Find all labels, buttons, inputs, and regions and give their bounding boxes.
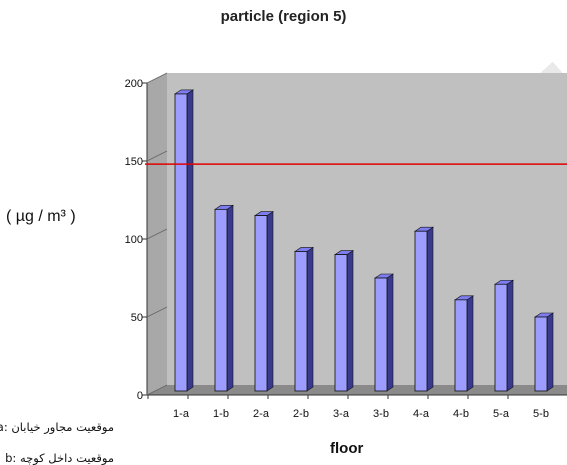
legend-note-b-text: موقعیت داخل کوچه: [19, 451, 114, 465]
x-tick-label-5-b: 5-b: [533, 408, 549, 420]
x-tick-label-1-a: 1-a: [173, 408, 190, 420]
x-tick-label-2-b: 2-b: [293, 408, 309, 420]
y-axis-label: ( µg / m³ ): [6, 208, 76, 225]
y-tick-depth-50: [146, 306, 168, 318]
x-tick-label-1-b: 1-b: [213, 408, 229, 420]
y-tick-label-200: 200: [125, 78, 143, 90]
legend-note-a-text: موقعیت مجاور خیابان: [11, 420, 114, 434]
bar-side-5-b: [546, 312, 554, 392]
x-tick-label-5-a: 5-a: [493, 408, 510, 420]
y-tick-label-0: 0: [137, 390, 143, 402]
legend-note-b: b: موقعیت داخل کوچه: [5, 451, 114, 465]
chart-title: particle (region 5): [220, 8, 347, 25]
y-tick-depth-150: [146, 150, 168, 162]
y-tick-depth-100: [146, 228, 168, 240]
bar-side-1-b: [226, 204, 234, 392]
legend-note-a-key: a: [0, 420, 4, 434]
y-tick-depth-200: [146, 72, 168, 84]
x-tick-label-3-a: 3-a: [333, 408, 350, 420]
bar-side-4-b: [466, 295, 474, 392]
x-tick-label-3-b: 3-b: [373, 408, 389, 420]
bar-3-a: [334, 254, 348, 392]
y-tick-label-50: 50: [131, 312, 143, 324]
x-tick-label-4-b: 4-b: [453, 408, 469, 420]
bar-1-b: [214, 208, 228, 392]
bar-4-a: [414, 230, 428, 392]
x-axis-label: floor: [330, 440, 364, 457]
x-tick-label-2-a: 2-a: [253, 408, 270, 420]
legend-note-a: a: موقعیت مجاور خیابان: [0, 420, 114, 434]
bar-side-2-a: [266, 211, 274, 392]
bar-3-b: [374, 277, 388, 392]
bar-2-b: [294, 251, 308, 392]
bar-side-3-b: [386, 273, 394, 392]
bar-2-a: [254, 215, 268, 392]
bar-side-3-a: [346, 250, 354, 392]
legend-note-b-key: b: [5, 451, 13, 465]
y-tick-label-150: 150: [125, 156, 143, 168]
bar-1-a: [174, 93, 188, 392]
bar-5-a: [494, 283, 508, 392]
bar-4-b: [454, 299, 468, 392]
bar-side-5-a: [506, 279, 514, 392]
x-tick-label-4-a: 4-a: [413, 408, 430, 420]
bar-5-b: [534, 316, 548, 392]
y-tick-label-100: 100: [125, 234, 143, 246]
y-tick-depth-0: [146, 384, 168, 396]
bar-side-2-b: [306, 246, 314, 392]
bar-side-1-a: [186, 89, 194, 392]
bar-side-4-a: [426, 226, 434, 392]
